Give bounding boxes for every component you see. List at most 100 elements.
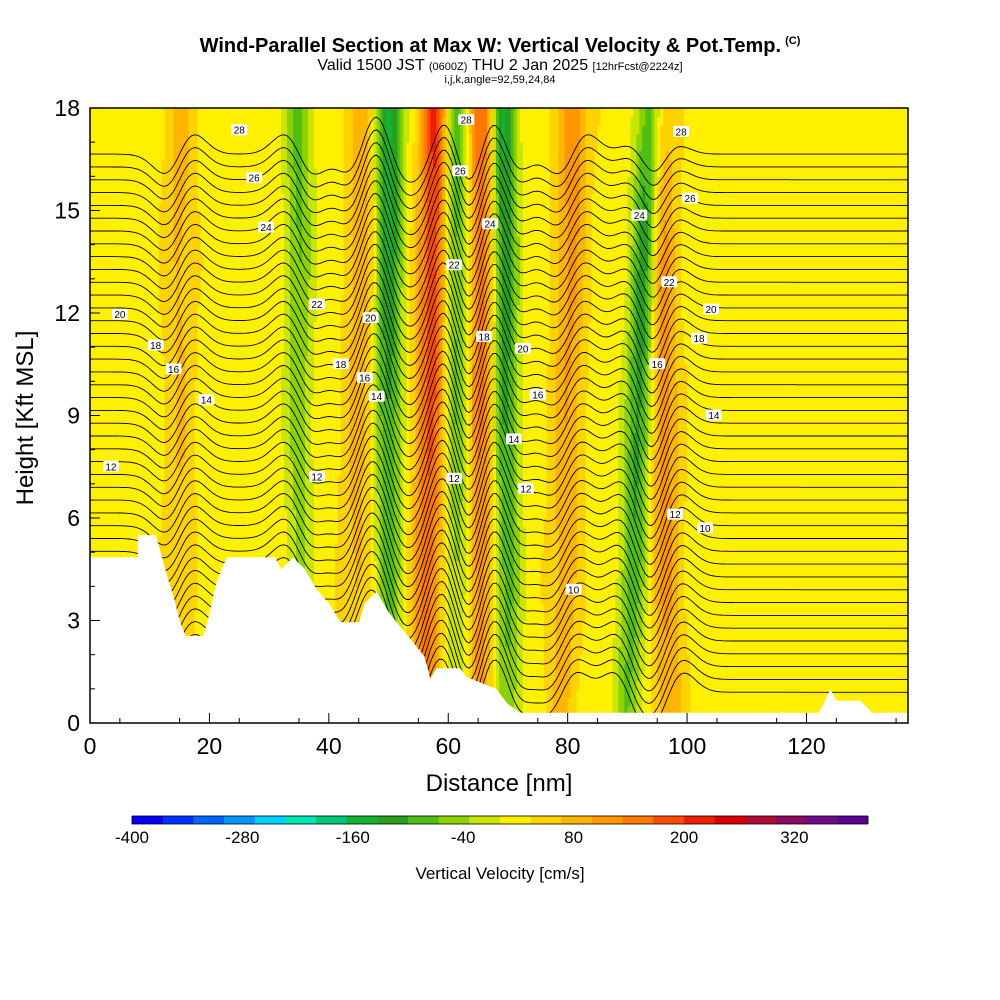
velocity-cell — [236, 552, 240, 562]
velocity-cell — [179, 150, 184, 160]
velocity-cell — [248, 142, 252, 152]
velocity-cell — [230, 278, 234, 288]
velocity-cell — [278, 355, 282, 365]
velocity-cell — [116, 201, 121, 212]
velocity-cell — [212, 543, 216, 553]
velocity-cell — [284, 338, 288, 348]
velocity-cell — [284, 347, 288, 357]
velocity-cell — [188, 543, 193, 553]
velocity-cell — [110, 236, 115, 246]
velocity-cell — [242, 483, 246, 493]
velocity-cell — [233, 261, 237, 271]
velocity-cell — [284, 424, 288, 434]
velocity-cell — [167, 483, 172, 493]
velocity-cell — [272, 304, 276, 314]
velocity-cell — [191, 364, 196, 374]
velocity-cell — [119, 372, 124, 382]
velocity-cell — [251, 526, 255, 536]
velocity-cell — [170, 210, 175, 220]
velocity-cell — [278, 244, 282, 254]
velocity-cell — [236, 321, 240, 331]
velocity-cell — [185, 313, 190, 323]
velocity-cell — [221, 150, 225, 160]
velocity-cell — [203, 603, 208, 613]
velocity-cell — [104, 150, 109, 160]
velocity-cell — [110, 535, 115, 545]
velocity-cell — [128, 518, 133, 528]
velocity-cell — [146, 116, 151, 126]
velocity-cell — [116, 287, 121, 297]
velocity-cell — [227, 159, 231, 169]
velocity-cell — [188, 125, 193, 135]
velocity-cell — [206, 193, 211, 203]
velocity-cell — [101, 355, 106, 365]
velocity-cell — [239, 108, 243, 118]
velocity-cell — [260, 108, 264, 118]
velocity-cell — [191, 398, 196, 408]
velocity-cell — [245, 483, 249, 493]
velocity-cell — [119, 526, 124, 536]
velocity-cell — [281, 150, 285, 160]
velocity-cell — [161, 116, 166, 126]
velocity-cell — [161, 133, 166, 143]
velocity-cell — [137, 518, 142, 528]
velocity-cell — [263, 133, 267, 143]
velocity-cell — [140, 466, 145, 476]
velocity-cell — [248, 483, 252, 493]
velocity-cell — [155, 210, 160, 220]
velocity-cell — [260, 261, 264, 271]
velocity-cell — [275, 227, 279, 237]
velocity-cell — [197, 236, 202, 246]
velocity-cell — [185, 210, 190, 220]
velocity-cell — [284, 543, 288, 553]
velocity-cell — [158, 236, 163, 246]
velocity-cell — [188, 227, 193, 237]
velocity-cell — [95, 184, 100, 195]
velocity-cell — [137, 458, 142, 468]
velocity-cell — [152, 518, 157, 528]
velocity-cell — [98, 159, 103, 169]
velocity-cell — [275, 142, 279, 152]
velocity-cell — [200, 611, 205, 622]
velocity-cell — [161, 389, 166, 400]
velocity-cell — [188, 500, 193, 511]
velocity-cell — [149, 483, 154, 493]
velocity-cell — [116, 526, 121, 536]
velocity-cell — [107, 398, 112, 408]
velocity-cell — [275, 244, 279, 254]
velocity-cell — [239, 253, 243, 263]
velocity-cell — [185, 287, 190, 297]
velocity-cell — [98, 193, 103, 203]
velocity-cell — [149, 142, 154, 152]
velocity-cell — [92, 372, 97, 382]
velocity-cell — [242, 270, 246, 280]
velocity-cell — [215, 236, 219, 246]
velocity-cell — [152, 287, 157, 297]
velocity-cell — [173, 577, 178, 587]
velocity-cell — [212, 586, 216, 596]
velocity-cell — [194, 287, 199, 297]
velocity-cell — [203, 270, 208, 280]
velocity-cell — [278, 330, 282, 340]
velocity-cell — [90, 321, 94, 331]
velocity-cell — [209, 518, 214, 528]
velocity-cell — [239, 535, 243, 545]
velocity-cell — [107, 406, 112, 417]
velocity-cell — [167, 458, 172, 468]
velocity-cell — [90, 219, 94, 229]
velocity-cell — [173, 398, 178, 408]
velocity-cell — [260, 330, 264, 340]
velocity-cell — [209, 441, 214, 451]
velocity-cell — [137, 219, 142, 229]
velocity-cell — [110, 193, 115, 203]
velocity-cell — [191, 338, 196, 348]
velocity-cell — [116, 552, 121, 562]
velocity-cell — [266, 330, 270, 340]
velocity-cell — [104, 432, 109, 442]
velocity-cell — [107, 526, 112, 536]
velocity-cell — [188, 338, 193, 348]
velocity-cell — [119, 236, 124, 246]
velocity-cell — [176, 261, 181, 271]
velocity-cell — [179, 509, 184, 519]
velocity-cell — [263, 347, 267, 357]
